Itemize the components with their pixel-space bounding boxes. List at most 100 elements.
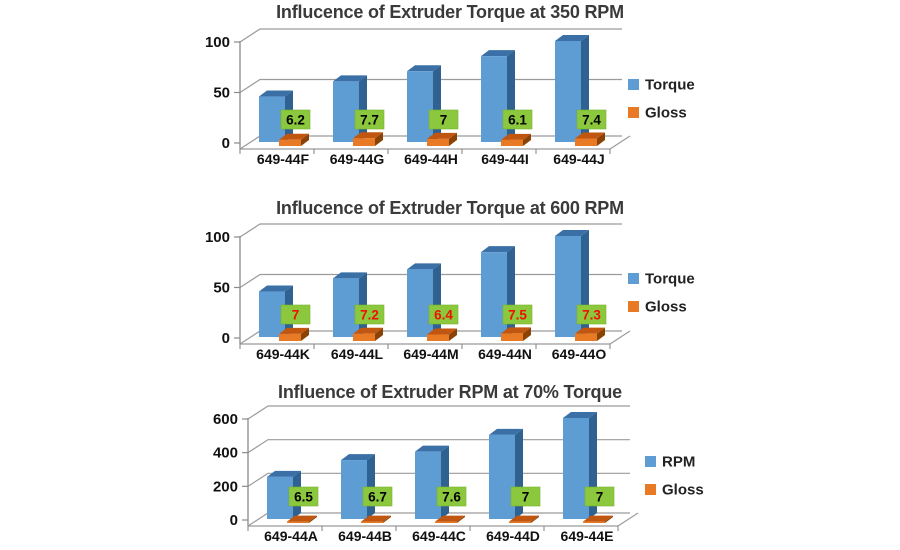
chart-title-600rpm: Influcence of Extruder Torque at 600 RPM: [276, 198, 624, 218]
data-label-text: 7.7: [360, 113, 379, 128]
y-tick-label: 200: [213, 478, 238, 495]
y-tick-label: 600: [213, 411, 238, 428]
category-label: 649-44C: [412, 528, 466, 544]
chart-torque-600rpm: Influcence of Extruder Torque at 600 RPM…: [0, 192, 900, 376]
torque-bar: [333, 81, 359, 142]
gloss-bar: [427, 138, 449, 146]
data-label-text: 6.1: [508, 113, 527, 128]
y-tick-label: 0: [222, 135, 230, 152]
torque-bar-side: [433, 263, 441, 337]
torque-bar-top: [555, 230, 589, 236]
data-label-box: [428, 109, 459, 130]
gloss-bar-top: [279, 327, 309, 334]
gridline: [239, 28, 622, 43]
category-label: 649-44A: [264, 528, 318, 544]
gloss-bar-side: [597, 132, 605, 146]
legend-label: Gloss: [645, 105, 687, 122]
gloss-bar-side: [605, 515, 613, 523]
torque-bar-top: [555, 35, 589, 41]
gloss-bar-top: [509, 515, 539, 522]
data-label-box: [584, 486, 615, 507]
legend-swatch-gloss: [628, 301, 639, 312]
data-label-box: [354, 304, 385, 325]
y-tick-label: 0: [222, 330, 230, 347]
category-label: 649-44M: [403, 346, 458, 362]
gloss-bar-side: [523, 327, 531, 341]
torque-bar-top: [481, 50, 515, 57]
chart-title-70torque: Influence of Extruder RPM at 70% Torque: [278, 382, 622, 402]
gloss-bar-top: [353, 132, 383, 139]
gloss-bar-side: [309, 515, 317, 523]
data-label-box: [502, 304, 533, 325]
legend-swatch-torque: [628, 273, 639, 284]
data-label-text: 7: [440, 113, 448, 128]
y-tick-label: 50: [213, 280, 230, 297]
gloss-bar: [501, 333, 523, 341]
gloss-bar-side: [449, 132, 457, 146]
legend-swatch-torque: [628, 79, 639, 90]
legend-label: RPM: [662, 454, 695, 471]
gloss-bar: [287, 521, 309, 523]
torque-bar-top: [259, 90, 293, 97]
category-label: 649-44E: [561, 528, 614, 544]
rpm-bar: [267, 476, 293, 519]
category-label: 649-44B: [338, 528, 392, 544]
data-label-text: 7.6: [442, 490, 461, 505]
gloss-bar: [279, 333, 301, 341]
legend-label: Gloss: [645, 299, 687, 316]
gloss-bar-top: [501, 133, 531, 140]
data-label-box: [576, 304, 607, 325]
torque-bar-top: [333, 75, 367, 82]
gloss-bar: [279, 139, 301, 146]
category-label: 649-44N: [478, 346, 532, 362]
data-label-text: 6.7: [368, 490, 387, 505]
chart-plot-600rpm: 0 50 100 7 649-44K 7.2 649-44L 6.4 649-44M 7.5 649…: [205, 223, 695, 362]
y-tick-label: 100: [205, 229, 230, 246]
gloss-bar-top: [435, 515, 465, 522]
gloss-bar-top: [583, 515, 613, 522]
torque-bar-side: [359, 75, 367, 142]
torque-bar: [481, 56, 507, 142]
rpm-bar: [415, 451, 441, 519]
legend-swatch-gloss: [628, 107, 639, 118]
category-label: 649-44F: [257, 151, 310, 167]
rpm-bar-side: [441, 445, 449, 519]
data-label-text: 7: [596, 490, 604, 505]
chart-rpm-70torque: Influence of Extruder RPM at 70% Torque …: [0, 376, 900, 550]
gloss-bar-top: [501, 327, 531, 334]
rpm-bar-top: [563, 412, 597, 418]
torque-bar-top: [481, 246, 515, 253]
torque-bar-top: [333, 272, 367, 279]
data-label-text: 7: [292, 308, 300, 323]
gloss-bar-top: [575, 132, 605, 139]
chart-title-350rpm: Influcence of Extruder Torque at 350 RPM: [276, 2, 624, 22]
category-label: 649-44I: [481, 151, 528, 167]
legend-label: Torque: [645, 271, 695, 288]
data-label-text: 6.4: [434, 308, 453, 323]
data-label-box: [436, 486, 467, 507]
data-label-box: [502, 109, 533, 130]
gloss-bar-top: [575, 327, 605, 334]
y-tick-label: 100: [205, 34, 230, 51]
gloss-bar: [353, 138, 375, 146]
rpm-bar-top: [267, 470, 301, 477]
legend-swatch-rpm: [645, 456, 656, 467]
chart-torque-350rpm: Influcence of Extruder Torque at 350 RPM…: [0, 0, 900, 192]
data-label-box: [288, 486, 319, 507]
data-label-text: 7.3: [582, 308, 601, 323]
legend-label: Gloss: [662, 482, 704, 499]
gloss-bar-side: [301, 327, 309, 341]
torque-bar: [333, 278, 359, 337]
legend-label: Torque: [645, 77, 695, 94]
data-label-text: 7.2: [360, 308, 379, 323]
data-label-box: [510, 486, 541, 507]
gridline: [247, 405, 630, 420]
torque-bar: [407, 269, 433, 337]
data-label-box: [280, 109, 311, 130]
data-label-text: 6.2: [286, 113, 305, 128]
gloss-bar: [583, 521, 605, 523]
gloss-bar: [509, 521, 531, 523]
torque-bar: [407, 71, 433, 142]
torque-bar: [259, 96, 285, 142]
data-label-text: 7: [522, 490, 530, 505]
